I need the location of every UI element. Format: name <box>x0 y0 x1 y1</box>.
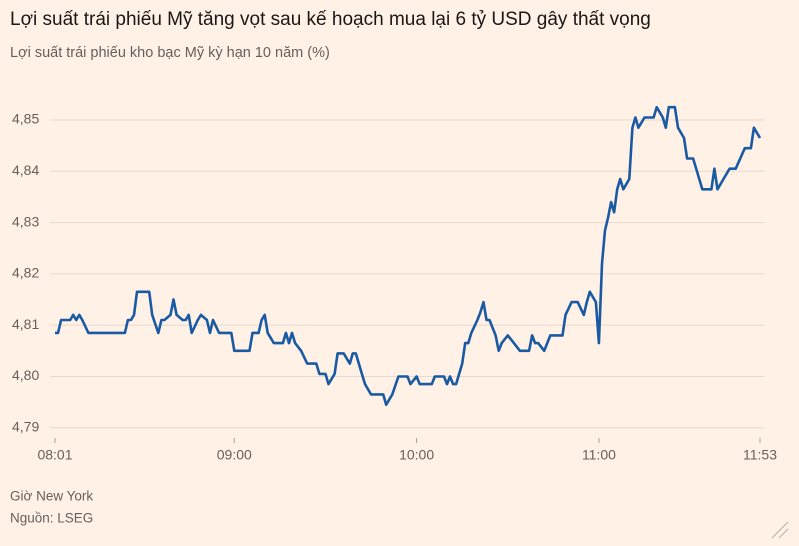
line <box>55 105 762 406</box>
chart-subtitle: Lợi suất trái phiếu kho bạc Mỹ kỳ hạn 10… <box>10 45 330 61</box>
y-tick-label: 4,82 <box>12 265 39 281</box>
x-tick-label: 11:53 <box>743 447 777 463</box>
x-tick-label: 09:00 <box>217 447 252 463</box>
x-tick-label: 11:00 <box>582 447 616 463</box>
y-tick-label: 4,81 <box>12 316 39 332</box>
y-tick-label: 4,79 <box>12 418 39 434</box>
note: Nguồn: LSEG <box>10 511 93 526</box>
y-tick-label: 4,84 <box>12 162 39 178</box>
resize-corner <box>771 521 789 539</box>
y-tick-label: 4,80 <box>12 367 39 383</box>
x-tick-label: 08:01 <box>37 447 72 463</box>
y-tick-label: 4,85 <box>12 111 39 127</box>
chart-title: Lợi suất trái phiếu Mỹ tăng vọt sau kế h… <box>10 9 651 30</box>
y-tick-label: 4,83 <box>12 213 39 229</box>
x-tick-label: 10:00 <box>399 447 434 463</box>
note: Giờ New York <box>10 489 93 504</box>
